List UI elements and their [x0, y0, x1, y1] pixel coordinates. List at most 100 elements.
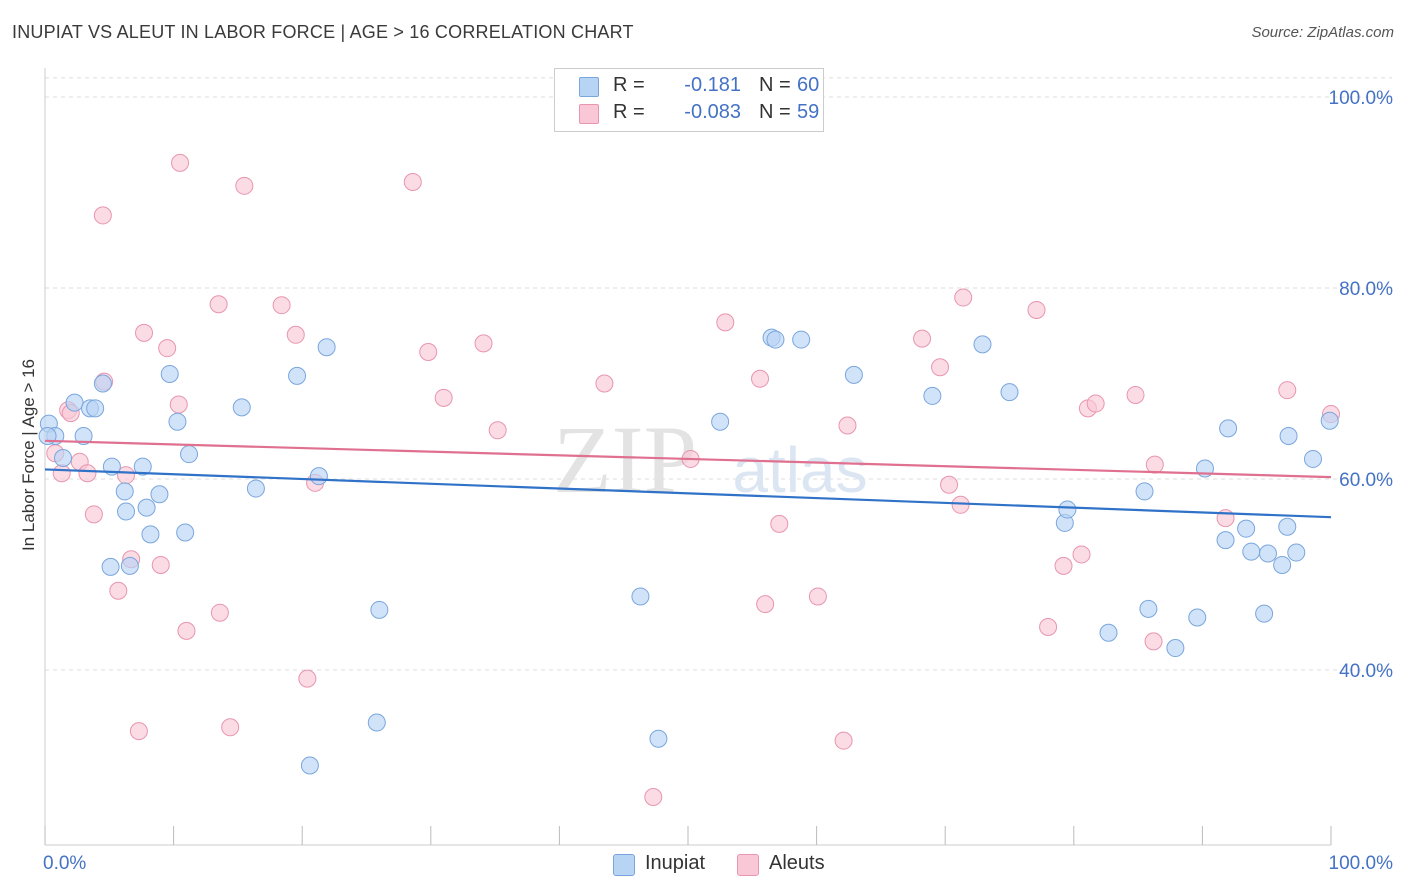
- inupiat-point: [792, 330, 811, 349]
- stats-legend: R = -0.181 N = 60 R = -0.083 N = 59: [554, 68, 824, 132]
- aleuts-point: [488, 421, 507, 440]
- aleuts-point: [1027, 300, 1046, 319]
- inupiat-point: [54, 448, 73, 467]
- inupiat-point: [1279, 427, 1298, 446]
- aleuts-point: [770, 514, 789, 533]
- aleuts-point: [135, 323, 154, 342]
- inupiat-point: [1135, 482, 1154, 501]
- inupiat-point: [1320, 411, 1339, 430]
- n-value: 60: [797, 74, 820, 96]
- aleuts-point: [1086, 394, 1105, 413]
- aleuts-point: [158, 339, 177, 358]
- x-tick-label: 100.0%: [1329, 853, 1394, 874]
- aleuts-point: [940, 475, 959, 494]
- inupiat-point: [923, 386, 942, 405]
- aleuts-point: [52, 464, 71, 483]
- inupiat-point: [1278, 517, 1297, 536]
- inupiat-point: [711, 412, 730, 431]
- aleuts-point: [235, 176, 254, 195]
- inupiat-point: [288, 366, 307, 385]
- aleuts-point: [756, 595, 775, 614]
- inupiat-point: [317, 338, 336, 357]
- tick-labels: 40.0% 60.0% 80.0% 100.0% 0.0% 100.0%: [43, 88, 1393, 874]
- x-tick-label: 0.0%: [43, 853, 86, 874]
- axes: [44, 68, 1332, 846]
- inupiat-point: [117, 502, 136, 521]
- inupiat-point: [246, 479, 265, 498]
- inupiat-point: [101, 557, 120, 576]
- inupiat-point: [1255, 604, 1274, 623]
- aleuts-legend-label: Aleuts: [769, 852, 825, 874]
- aleuts-trend-line: [44, 439, 1332, 479]
- inupiat-point: [137, 498, 156, 517]
- inupiat-point: [1258, 544, 1277, 563]
- inupiat-point: [1216, 531, 1235, 550]
- inupiat-point: [160, 364, 179, 383]
- watermark: ZIP atlas: [553, 406, 868, 513]
- inupiat-point: [649, 729, 668, 748]
- aleuts-point: [298, 669, 317, 688]
- inupiat-point: [631, 587, 650, 606]
- r-value: -0.083: [684, 101, 741, 123]
- aleuts-point: [838, 416, 857, 435]
- grid-lines: [45, 77, 1392, 671]
- inupiat-point: [65, 393, 84, 412]
- aleuts-point: [210, 603, 229, 622]
- inupiat-point: [309, 467, 328, 486]
- watermark-atlas: atlas: [732, 434, 867, 506]
- aleuts-point: [1072, 545, 1091, 564]
- aleuts-point: [286, 325, 305, 344]
- aleuts-point: [169, 395, 188, 414]
- aleuts-point: [1145, 455, 1164, 474]
- inupiat-point: [1242, 542, 1261, 561]
- aleuts-point: [951, 495, 970, 514]
- inupiat-point: [1287, 543, 1306, 562]
- aleuts-point: [78, 464, 97, 483]
- inupiat-point: [115, 482, 134, 501]
- aleuts-point: [808, 587, 827, 606]
- y-tick-label: 80.0%: [1339, 279, 1393, 300]
- aleuts-point: [1054, 556, 1073, 575]
- aleuts-points: [46, 153, 1340, 807]
- inupiat-point: [1000, 383, 1019, 402]
- y-tick-label: 40.0%: [1339, 661, 1393, 682]
- y-tick-label: 60.0%: [1339, 470, 1393, 491]
- aleuts-legend-swatch: [737, 854, 759, 876]
- inupiat-point: [973, 335, 992, 354]
- inupiat-points: [38, 328, 1339, 775]
- aleuts-point: [834, 731, 853, 750]
- aleuts-point: [151, 555, 170, 574]
- y-tick-label: 100.0%: [1329, 88, 1394, 109]
- aleuts-point: [221, 718, 240, 737]
- trend-lines: [44, 439, 1332, 519]
- inupiat-point: [141, 525, 160, 544]
- aleuts-point: [913, 329, 932, 348]
- inupiat-point: [232, 398, 251, 417]
- inupiat-point: [168, 412, 187, 431]
- aleuts-point: [954, 288, 973, 307]
- aleuts-point: [1039, 618, 1058, 637]
- aleuts-point: [644, 788, 663, 807]
- n-label: N =: [759, 74, 791, 96]
- inupiat-point: [1099, 623, 1118, 642]
- r-label: R =: [613, 101, 645, 123]
- n-label: N =: [759, 101, 791, 123]
- inupiat-legend-swatch: [613, 854, 635, 876]
- inupiat-point: [1058, 500, 1077, 519]
- inupiat-point: [1166, 639, 1185, 658]
- aleuts-point: [931, 358, 950, 377]
- aleuts-point: [434, 388, 453, 407]
- aleuts-point: [716, 313, 735, 332]
- aleuts-point: [1126, 385, 1145, 404]
- inupiat-point: [1237, 519, 1256, 538]
- aleuts-point: [272, 296, 291, 315]
- aleuts-point: [177, 621, 196, 640]
- inupiat-point: [176, 523, 195, 542]
- inupiat-point: [844, 365, 863, 384]
- inupiat-trend-line: [44, 468, 1332, 519]
- inupiat-point: [367, 713, 386, 732]
- inupiat-point: [370, 600, 389, 619]
- inupiat-point: [150, 485, 169, 504]
- inupiat-point: [74, 427, 93, 446]
